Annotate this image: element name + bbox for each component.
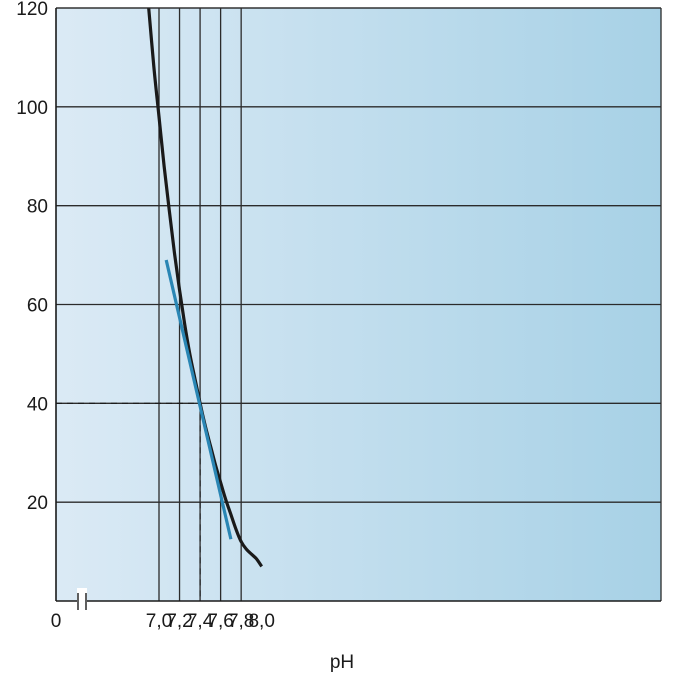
y-tick-label: 40 — [27, 394, 48, 415]
axis-break-gap — [77, 588, 87, 604]
x-tick-label: 7,4 — [187, 611, 214, 632]
y-tick-label: 80 — [27, 197, 48, 218]
x-tick-label: 7,0 — [146, 611, 172, 632]
x-tick-label: 7,2 — [166, 611, 192, 632]
y-tick-label: 120 — [16, 0, 48, 20]
y-tick-label: 100 — [16, 98, 48, 119]
axes — [55, 7, 662, 610]
x-origin-label: 0 — [51, 611, 62, 632]
series-tangent-line — [164, 259, 233, 540]
x-axis-title: pH — [330, 652, 354, 673]
tick-labels: 20 40 60 80 100 120 7,07,27,47,67,88,0 0 — [16, 0, 275, 632]
y-tick-label: 20 — [27, 493, 48, 514]
reference-lines — [56, 402, 201, 601]
x-tick-label: 8,0 — [248, 611, 274, 632]
y-tick-label: 60 — [27, 296, 48, 317]
x-tick-label: 7,8 — [228, 611, 254, 632]
series-group — [147, 7, 264, 568]
axis-break-marker — [77, 588, 87, 610]
x-tick-label: 7,6 — [207, 611, 233, 632]
